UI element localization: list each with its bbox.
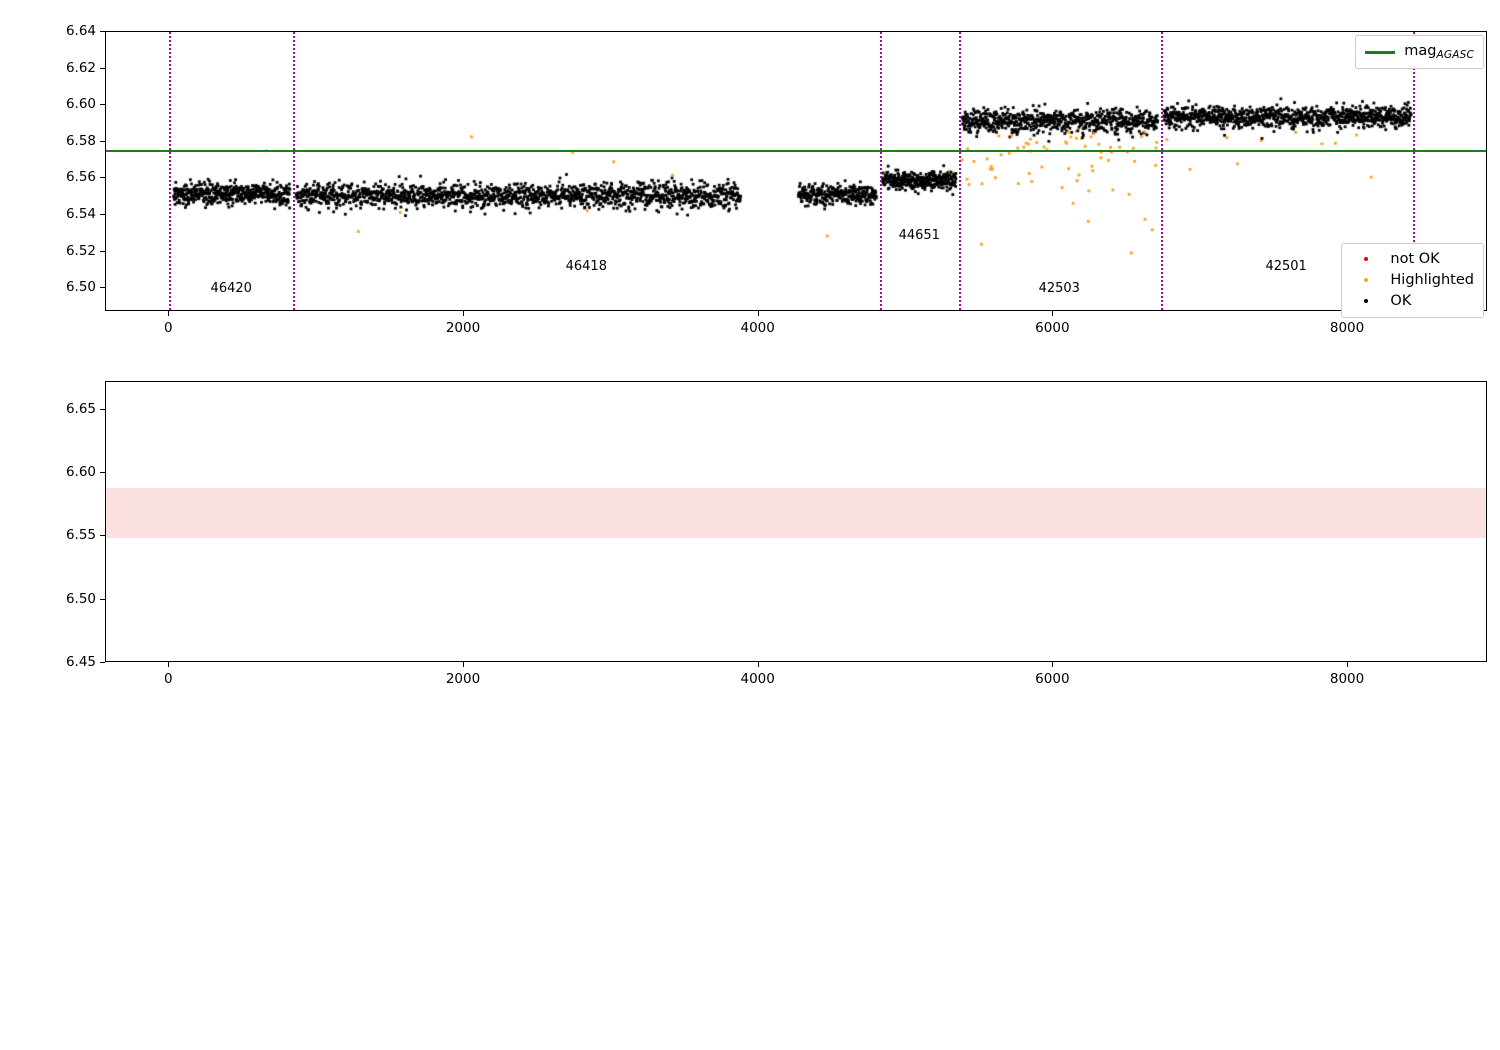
panel2-ytick-mark xyxy=(100,598,105,600)
obsid-label: 46420 xyxy=(210,281,252,297)
panel1-ytick: 6.60 xyxy=(65,96,96,113)
panel2-ytick-mark xyxy=(100,662,105,663)
panel1-scatter xyxy=(106,32,1486,310)
panel1-xtick: 0 xyxy=(164,320,173,336)
obsid-divider xyxy=(169,32,172,310)
panel2-ytick-mark xyxy=(100,472,105,474)
legend-label: magAGASC xyxy=(1404,43,1474,61)
panel1-ytick-mark xyxy=(100,67,105,69)
panel2-xtick: 6000 xyxy=(1035,671,1070,687)
panel2-ytick: 6.65 xyxy=(65,400,96,417)
panel1-legend-point-classes[interactable]: not OK Highlighted OK xyxy=(1341,243,1484,319)
obsid-divider xyxy=(879,32,882,310)
panel2-ytick: 6.60 xyxy=(65,464,96,481)
panel1-xtick-mark xyxy=(757,311,759,316)
panel2-xtick-mark xyxy=(168,662,170,667)
panel2-xtick: 0 xyxy=(164,671,173,687)
obsid-divider xyxy=(1412,32,1415,310)
panel1-xtick-mark xyxy=(168,311,170,316)
panel1-legend-mag-agasc[interactable]: magAGASC xyxy=(1355,35,1484,70)
panel2-xtick: 2000 xyxy=(445,671,481,687)
p1-axes: 46420 46418 44651 42503 42501 xyxy=(105,31,1487,311)
mag-agasc-line xyxy=(106,150,1486,153)
panel1-ytick: 6.64 xyxy=(65,23,96,39)
legend-line-swatch xyxy=(1365,50,1396,54)
panel2-ytick-mark xyxy=(100,408,105,410)
panel2-ytick-mark xyxy=(100,535,105,537)
panel1-ytick-mark xyxy=(100,287,105,289)
obsid-label: 42501 xyxy=(1265,258,1307,274)
panel1-ytick-mark xyxy=(100,250,105,252)
panel2-xtick: 8000 xyxy=(1329,671,1365,687)
legend-label: Highlighted xyxy=(1390,272,1474,289)
panel1-xtick: 4000 xyxy=(740,320,775,336)
panel1-ytick: 6.62 xyxy=(65,59,96,76)
panel1-ytick: 6.50 xyxy=(65,279,96,296)
legend-label: OK xyxy=(1390,293,1412,310)
panel1-ytick-mark xyxy=(100,31,105,32)
panel1-xtick-mark xyxy=(463,311,465,316)
legend-row: OK xyxy=(1351,291,1474,312)
mag-uncertainty-band xyxy=(106,487,1486,539)
legend-dot-swatch xyxy=(1351,270,1381,291)
obsid-label: 42503 xyxy=(1038,281,1080,297)
panel2-xtick: 4000 xyxy=(740,671,775,687)
panel2-xtick-mark xyxy=(757,662,759,667)
legend-label-subscript: AGASC xyxy=(1436,49,1474,61)
legend-dot-swatch xyxy=(1351,249,1381,270)
panel2-ytick: 6.55 xyxy=(65,527,96,544)
panel1-xtick: 6000 xyxy=(1035,320,1070,336)
panel1-ytick-mark xyxy=(100,140,105,142)
panel1-xtick: 2000 xyxy=(445,320,481,336)
panel1-xtick-mark xyxy=(1052,311,1054,316)
panel2-ytick: 6.45 xyxy=(65,654,96,670)
panel1-xtick: 8000 xyxy=(1329,320,1365,336)
panel1-ytick: 6.56 xyxy=(65,169,96,186)
panel1-ytick-mark xyxy=(100,104,105,106)
panel1-ytick: 6.54 xyxy=(65,206,96,222)
obsid-divider xyxy=(293,32,296,310)
obsid-divider xyxy=(1160,32,1163,310)
legend-label: not OK xyxy=(1390,251,1440,267)
panel2-ytick: 6.50 xyxy=(65,590,96,607)
panel1-ytick: 6.58 xyxy=(65,132,96,149)
obsid-label: 44651 xyxy=(898,228,940,243)
p2-axes xyxy=(105,381,1487,662)
panel1-ytick-mark xyxy=(100,177,105,179)
obsid-label: 46418 xyxy=(565,258,607,274)
panel2-xtick-mark xyxy=(1052,662,1054,667)
panel2-xtick-mark xyxy=(463,662,465,667)
legend-row: not OK xyxy=(1351,249,1474,270)
panel1-ytick: 6.52 xyxy=(65,242,96,259)
panel1-ytick-mark xyxy=(100,214,105,215)
legend-row: Highlighted xyxy=(1351,270,1474,291)
obsid-divider xyxy=(959,32,962,310)
legend-row: magAGASC xyxy=(1365,41,1474,63)
panel2-xtick-mark xyxy=(1347,662,1349,667)
legend-dot-swatch xyxy=(1351,291,1381,312)
